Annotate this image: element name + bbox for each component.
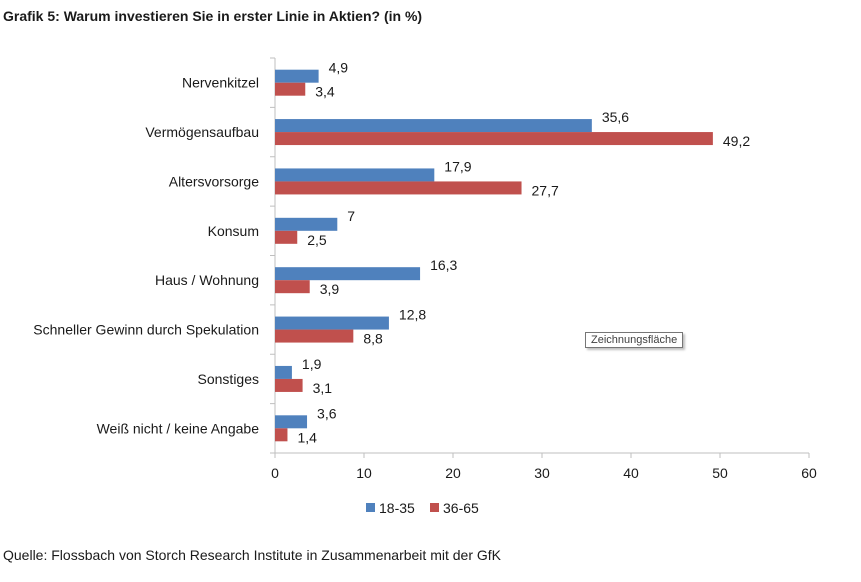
legend-label: 18-35 [379,500,415,516]
bar-36-65 [275,82,306,96]
data-label: 3,6 [317,405,337,421]
x-tick-label: 20 [445,465,461,481]
data-label: 1,4 [297,429,317,445]
data-label: 16,3 [430,257,457,273]
category-label: Vermögensaufbau [145,124,259,140]
data-label: 3,4 [315,84,335,100]
chart-area: 0 10 20 30 40 50 60 Nervenkitzel 4,9 3,4 Vermögens… [0,36,861,532]
bar-36-65 [275,428,288,442]
bar-36-65 [275,132,713,146]
category-label: Sonstiges [198,371,259,387]
bar-18-35 [275,415,308,429]
data-label: 12,8 [399,307,426,323]
bar-18-35 [275,267,421,281]
bar-18-35 [275,168,435,182]
x-tick-label: 50 [712,465,728,481]
legend-swatch-18-35 [366,503,375,512]
legend-swatch-36-65 [430,503,439,512]
bar-36-65 [275,329,354,343]
bar-18-35 [275,119,592,133]
category-label: Nervenkitzel [182,75,259,91]
category-label: Altersvorsorge [169,173,259,189]
x-tick-label: 0 [271,465,279,481]
x-tick-label: 10 [356,465,372,481]
data-label: 49,2 [723,133,750,149]
plot-area-tooltip: Zeichnungsfläche [585,332,684,348]
bar-36-65 [275,280,310,294]
data-label: 17,9 [444,158,471,174]
category-label: Weiß nicht / keine Angabe [97,420,260,436]
data-label: 3,9 [320,281,340,297]
chart-title: Grafik 5: Warum investieren Sie in erste… [3,8,423,24]
x-tick-label: 60 [801,465,817,481]
data-label: 2,5 [307,232,327,248]
category-label: Konsum [208,223,259,239]
bar-36-65 [275,230,298,244]
bar-36-65 [275,181,522,195]
data-label: 3,1 [313,380,333,396]
x-tick-label: 30 [534,465,550,481]
category-label: Schneller Gewinn durch Spekulation [33,322,259,338]
data-label: 7 [347,208,355,224]
legend-label: 36-65 [443,500,479,516]
bar-chart: 0 10 20 30 40 50 60 Nervenkitzel 4,9 3,4 Vermögens… [33,57,817,516]
source-note: Quelle: Flossbach von Storch Research In… [3,547,501,563]
data-label: 8,8 [363,331,383,347]
bar-18-35 [275,217,338,231]
category-label: Haus / Wohnung [155,272,259,288]
bar-18-35 [275,365,292,379]
data-label: 27,7 [532,182,559,198]
data-label: 4,9 [329,60,349,76]
bar-18-35 [275,69,319,83]
data-label: 35,6 [602,109,629,125]
bar-36-65 [275,378,303,392]
x-tick-label: 40 [623,465,639,481]
data-label: 1,9 [302,356,322,372]
bar-18-35 [275,316,389,330]
